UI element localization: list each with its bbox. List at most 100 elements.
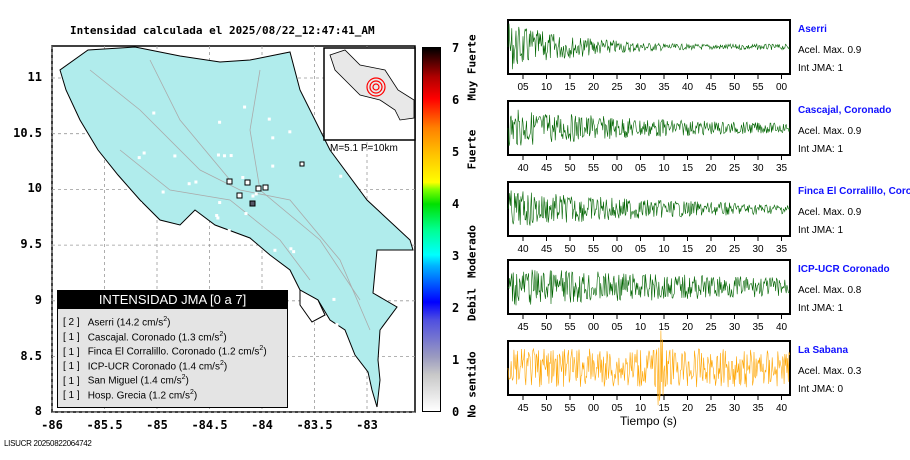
time-tick-label: 30	[752, 163, 764, 174]
time-tick-label: 45	[705, 82, 717, 93]
station-dot	[216, 216, 220, 220]
legend-item: [ 1 ] San Miguel (1.4 cm/s2)	[58, 371, 287, 386]
station-acel-max: Acel. Max. 0.9	[798, 45, 862, 56]
time-tick-label: 20	[705, 163, 717, 174]
station-name: Cascajal, Coronado	[798, 105, 892, 116]
time-tick-label: 05	[517, 82, 529, 93]
station-dot	[243, 105, 247, 109]
colorbar-tick: 2	[452, 301, 460, 315]
x-axis-label: Tiempo (s)	[620, 414, 677, 428]
colorbar-tick: 7	[452, 41, 460, 55]
time-tick-label: 35	[658, 82, 670, 93]
station-dot	[121, 194, 125, 198]
time-tick-label: 50	[564, 163, 576, 174]
time-tick-label: 40	[681, 82, 694, 93]
x-tick-label: -84.5	[191, 418, 228, 432]
y-tick-label: 11	[27, 70, 42, 84]
colorbar-tick: 3	[452, 249, 460, 263]
inset-map	[323, 47, 416, 141]
station-dot	[274, 269, 278, 273]
station-dot	[271, 164, 275, 168]
station-dot	[138, 202, 142, 206]
time-tick-label: 30	[728, 403, 741, 414]
legend-item: [ 2 ] Aserri (14.2 cm/s2)	[58, 313, 287, 328]
time-tick-label: 00	[587, 403, 600, 414]
legend-station: Finca El Corralillo. Coronado (1.2 cm/s	[87, 346, 260, 358]
station-dot	[215, 214, 219, 218]
station-dot	[254, 192, 258, 196]
time-tick-label: 50	[728, 82, 741, 93]
time-tick-label: 25	[611, 82, 623, 93]
station-dot	[316, 322, 320, 326]
inset-caption: M=5.1 P=10km	[330, 143, 398, 154]
time-tick-label: 15	[564, 82, 576, 93]
time-tick-label: 55	[564, 322, 576, 333]
colorbar-tick: 4	[452, 197, 460, 211]
time-tick-label: 35	[752, 403, 764, 414]
station-name: Finca El Corralillo, Coronado	[798, 186, 910, 197]
station-dot	[218, 201, 222, 205]
waveform-frame	[507, 259, 791, 315]
time-tick-label: 00	[611, 163, 623, 174]
station-dot	[288, 130, 292, 134]
y-tick-label: 8.5	[20, 348, 42, 363]
legend-item: [ 1 ] Finca El Corralillo. Coronado (1.2 …	[58, 342, 287, 357]
waveform-trace	[507, 269, 790, 306]
station-dot	[194, 180, 198, 184]
station-dot	[244, 212, 248, 216]
legend-level: [ 1 ]	[63, 375, 80, 387]
time-tick-label: 30	[728, 322, 741, 333]
station-name: ICP-UCR Coronado	[798, 264, 890, 275]
time-tick-label: 55	[587, 163, 600, 174]
time-tick-label: 25	[705, 403, 717, 414]
legend-close: )	[167, 317, 171, 329]
time-tick-label: 15	[658, 322, 670, 333]
station-jma: Int JMA: 1	[798, 225, 844, 236]
time-tick-label: 10	[634, 403, 647, 414]
waveform-frame	[507, 19, 791, 75]
y-tick-label: 10	[27, 181, 42, 196]
time-tick-label: 00	[587, 322, 600, 333]
station-dot	[251, 194, 255, 198]
y-tick-label: 9.5	[20, 237, 42, 252]
legend-close: )	[193, 390, 198, 402]
waveform-trace	[507, 330, 790, 406]
legend-level: [ 1 ]	[63, 390, 80, 402]
epicenter-icon	[366, 77, 386, 97]
time-tick-label: 35	[752, 322, 764, 333]
legend-unit-exp: 2	[189, 388, 194, 396]
station-dot	[137, 156, 141, 160]
legend-title: INTENSIDAD JMA [0 a 7]	[58, 291, 287, 309]
station-dot	[218, 120, 222, 124]
time-tick-label: 55	[587, 244, 600, 255]
x-tick-label: -86	[41, 418, 63, 432]
station-dot	[216, 153, 220, 157]
time-tick-label: 20	[705, 244, 717, 255]
station-name: La Sabana	[798, 345, 849, 356]
station-dot	[146, 277, 150, 281]
station-dot	[174, 276, 178, 280]
station-dot	[267, 117, 271, 121]
station-dot	[332, 297, 336, 301]
costa-rica-land	[59, 46, 414, 408]
station-acel-max: Acel. Max. 0.8	[798, 285, 862, 296]
station-dot	[178, 279, 182, 283]
time-tick-label: 40	[775, 322, 788, 333]
time-tick-label: 55	[564, 403, 576, 414]
legend-unit-exp: 2	[219, 359, 224, 367]
station-jma: Int JMA: 0	[798, 384, 844, 395]
x-tick-label: -85	[146, 418, 168, 432]
station-jma: Int JMA: 1	[798, 144, 844, 155]
roads	[89, 59, 371, 331]
time-tick-label: 35	[775, 244, 788, 255]
time-tick-label: 25	[728, 244, 741, 255]
station-dot	[292, 250, 296, 254]
station-dot	[161, 190, 165, 194]
time-tick-label: 40	[775, 403, 788, 414]
x-tick-label: -85.5	[86, 418, 123, 432]
time-tick-label: 20	[587, 82, 600, 93]
station-dot	[227, 228, 231, 232]
x-tick-label: -84	[251, 418, 273, 432]
time-tick-label: 20	[681, 403, 694, 414]
station-dot	[335, 323, 339, 327]
